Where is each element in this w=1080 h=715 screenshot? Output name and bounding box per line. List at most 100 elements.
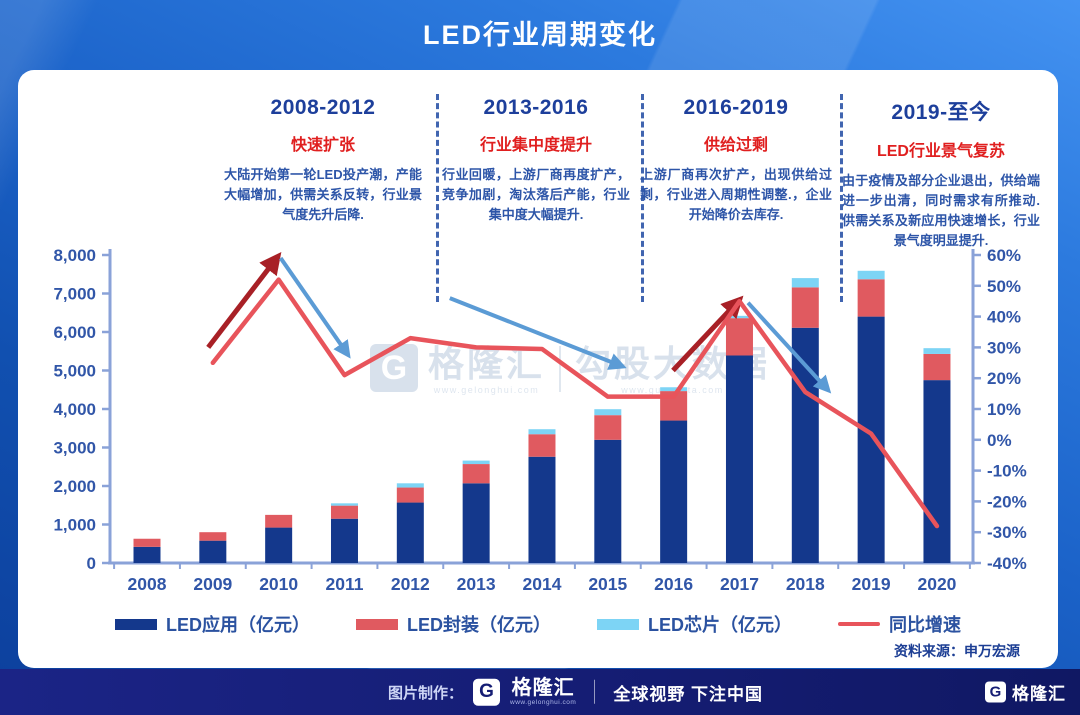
bar-segment <box>133 546 161 563</box>
legend-label: LED封装（亿元） <box>407 615 551 635</box>
bar-segment <box>528 456 556 563</box>
watermark-brand-url: www.gelonghui.com <box>433 384 540 395</box>
right-axis-tick-label: 0% <box>987 431 1012 450</box>
period-subtitle: 供给过剩 <box>703 137 768 154</box>
x-axis-category-label: 2018 <box>786 574 825 594</box>
legend-bar-swatch <box>356 618 398 630</box>
bar-segment <box>396 502 424 563</box>
left-axis-tick-label: 0 <box>87 554 96 573</box>
bar-segment <box>594 415 622 440</box>
bar-segment <box>660 387 688 392</box>
period-section-2013-2016: 2013-2016 行业集中度提升 行业回暖，上游厂商再度扩产，竞争加剧，淘汰落… <box>442 96 630 225</box>
rise-arrow <box>206 251 282 349</box>
bar-segment <box>528 429 556 435</box>
footer-brand: 格隆汇 <box>511 676 575 699</box>
left-axis-tick-label: 3,000 <box>53 439 96 458</box>
left-axis-tick-label: 5,000 <box>53 362 96 381</box>
yoy-growth-line <box>210 277 940 529</box>
watermark-divider <box>559 346 562 392</box>
x-axis-category-label: 2017 <box>720 574 759 594</box>
footer-brand-url: www.gelonghui.com <box>510 698 577 706</box>
bar-segment <box>594 409 622 416</box>
period-range: 2019-至今 <box>891 101 991 124</box>
bar-segment <box>791 287 819 328</box>
period-range: 2013-2016 <box>483 96 589 119</box>
x-axis-category-label: 2015 <box>588 574 627 594</box>
bar-segment <box>528 434 556 457</box>
left-axis-tick-label: 2,000 <box>53 477 96 496</box>
bar-segment <box>725 355 753 563</box>
x-axis-category-label: 2008 <box>128 574 167 594</box>
legend-item: LED芯片（亿元） <box>597 611 792 637</box>
period-section-2008-2012: 2008-2012 快速扩张 大陆开始第一轮LED投产潮，产能大幅增加，供需关系… <box>224 96 422 225</box>
right-axis-tick-label: 60% <box>987 246 1021 265</box>
period-subtitle: 快速扩张 <box>290 137 355 154</box>
legend-item: LED封装（亿元） <box>356 611 551 637</box>
left-axis-tick-label: 7,000 <box>53 285 96 304</box>
bar-segment <box>396 483 424 488</box>
period-description: 由于疫情及部分企业退出，供给端进一步出清，同时需求有所推动.供需关系及新应用快速… <box>842 173 1040 249</box>
period-description: 大陆开始第一轮LED投产潮，产能大幅增加，供需关系反转，行业景气度先升后降. <box>224 167 422 223</box>
period-description: 行业回暖，上游厂商再度扩产，竞争加剧，淘汰落后产能，行业集中度大幅提升. <box>442 167 630 223</box>
bar-segment <box>330 503 358 506</box>
footer-slogan: 全球视野 下注中国 <box>613 684 764 704</box>
legend-item: LED应用（亿元） <box>115 611 310 637</box>
legend-label: 同比增速 <box>889 615 961 635</box>
period-range: 2016-2019 <box>683 96 789 119</box>
corner-brand: 格隆汇 <box>1012 684 1066 704</box>
legend-line-swatch <box>838 621 880 627</box>
legend-label: LED应用（亿元） <box>166 615 310 635</box>
gelonghui-logo-icon: G <box>985 681 1006 703</box>
section-divider <box>436 94 439 302</box>
right-axis-tick-label: 50% <box>987 277 1021 296</box>
x-axis-category-label: 2010 <box>259 574 298 594</box>
right-axis-tick-label: 40% <box>987 308 1021 327</box>
chart-card: 2008-2012 快速扩张 大陆开始第一轮LED投产潮，产能大幅增加，供需关系… <box>18 70 1058 668</box>
bar-segment <box>594 439 622 563</box>
section-divider <box>641 94 644 302</box>
x-axis-category-label: 2016 <box>654 574 693 594</box>
page-title: LED行业周期变化 <box>423 20 657 50</box>
made-by-label: 图片制作： <box>388 684 464 702</box>
bar-segment <box>923 348 951 354</box>
footer-corner-logo: G 格隆汇 <box>985 680 1066 705</box>
fall-arrow <box>449 296 627 370</box>
period-description: 上游厂商再次扩产，出现供给过剩，行业进入周期性调整.，企业开始降价去库存. <box>640 167 832 223</box>
led-industry-cycle-chart: 0 1,000 2,000 3,000 4,000 5,000 6,000 7,000 8,00… <box>53 246 1027 594</box>
bar-segment <box>265 527 293 563</box>
footer-credit: 图片制作： G 格隆汇 www.gelonghui.com 全球视野 下注中国 <box>388 678 763 707</box>
bar-segment <box>857 270 885 280</box>
period-range: 2008-2012 <box>270 96 376 119</box>
x-axis-category-label: 2013 <box>457 574 496 594</box>
bar-segment <box>396 487 424 503</box>
right-axis-tick-label: 30% <box>987 338 1021 357</box>
right-axis-tick-label: -10% <box>987 462 1027 481</box>
right-axis-tick-label: -20% <box>987 492 1027 511</box>
bar-segment <box>199 532 227 541</box>
bar-segment <box>199 540 227 563</box>
left-axis-tick-label: 6,000 <box>53 323 96 342</box>
bar-segment <box>462 464 490 484</box>
bar-segment <box>923 353 951 381</box>
right-axis-tick-label: -40% <box>987 554 1027 573</box>
x-axis-category-label: 2011 <box>326 574 364 594</box>
x-axis-category-label: 2014 <box>523 574 562 594</box>
bar-segment <box>791 278 819 288</box>
fall-arrow <box>278 256 351 359</box>
section-divider <box>840 94 843 302</box>
left-axis-tick-label: 4,000 <box>53 400 96 419</box>
bar-segment <box>330 518 358 563</box>
right-axis-tick-label: 10% <box>987 400 1021 419</box>
bar-segment <box>330 505 358 519</box>
chart-legend: LED应用（亿元） LED封装（亿元） LED芯片（亿元） 同比增速 <box>18 611 1058 637</box>
x-axis-category-label: 2012 <box>391 574 430 594</box>
bar-segment <box>857 279 885 317</box>
period-section-2016-2019: 2016-2019 供给过剩 上游厂商再次扩产，出现供给过剩，行业进入周期性调整… <box>640 96 832 225</box>
x-axis-category-label: 2020 <box>917 574 956 594</box>
bar-segment <box>725 318 753 356</box>
right-axis-tick-label: 20% <box>987 369 1021 388</box>
right-axis-tick-label: -30% <box>987 523 1027 542</box>
period-section-2019-now: 2019-至今 LED行业景气复苏 由于疫情及部分企业退出，供给端进一步出清，同… <box>842 96 1040 252</box>
data-source: 资料来源：申万宏源 <box>894 643 1020 659</box>
bar-segment <box>265 514 293 528</box>
